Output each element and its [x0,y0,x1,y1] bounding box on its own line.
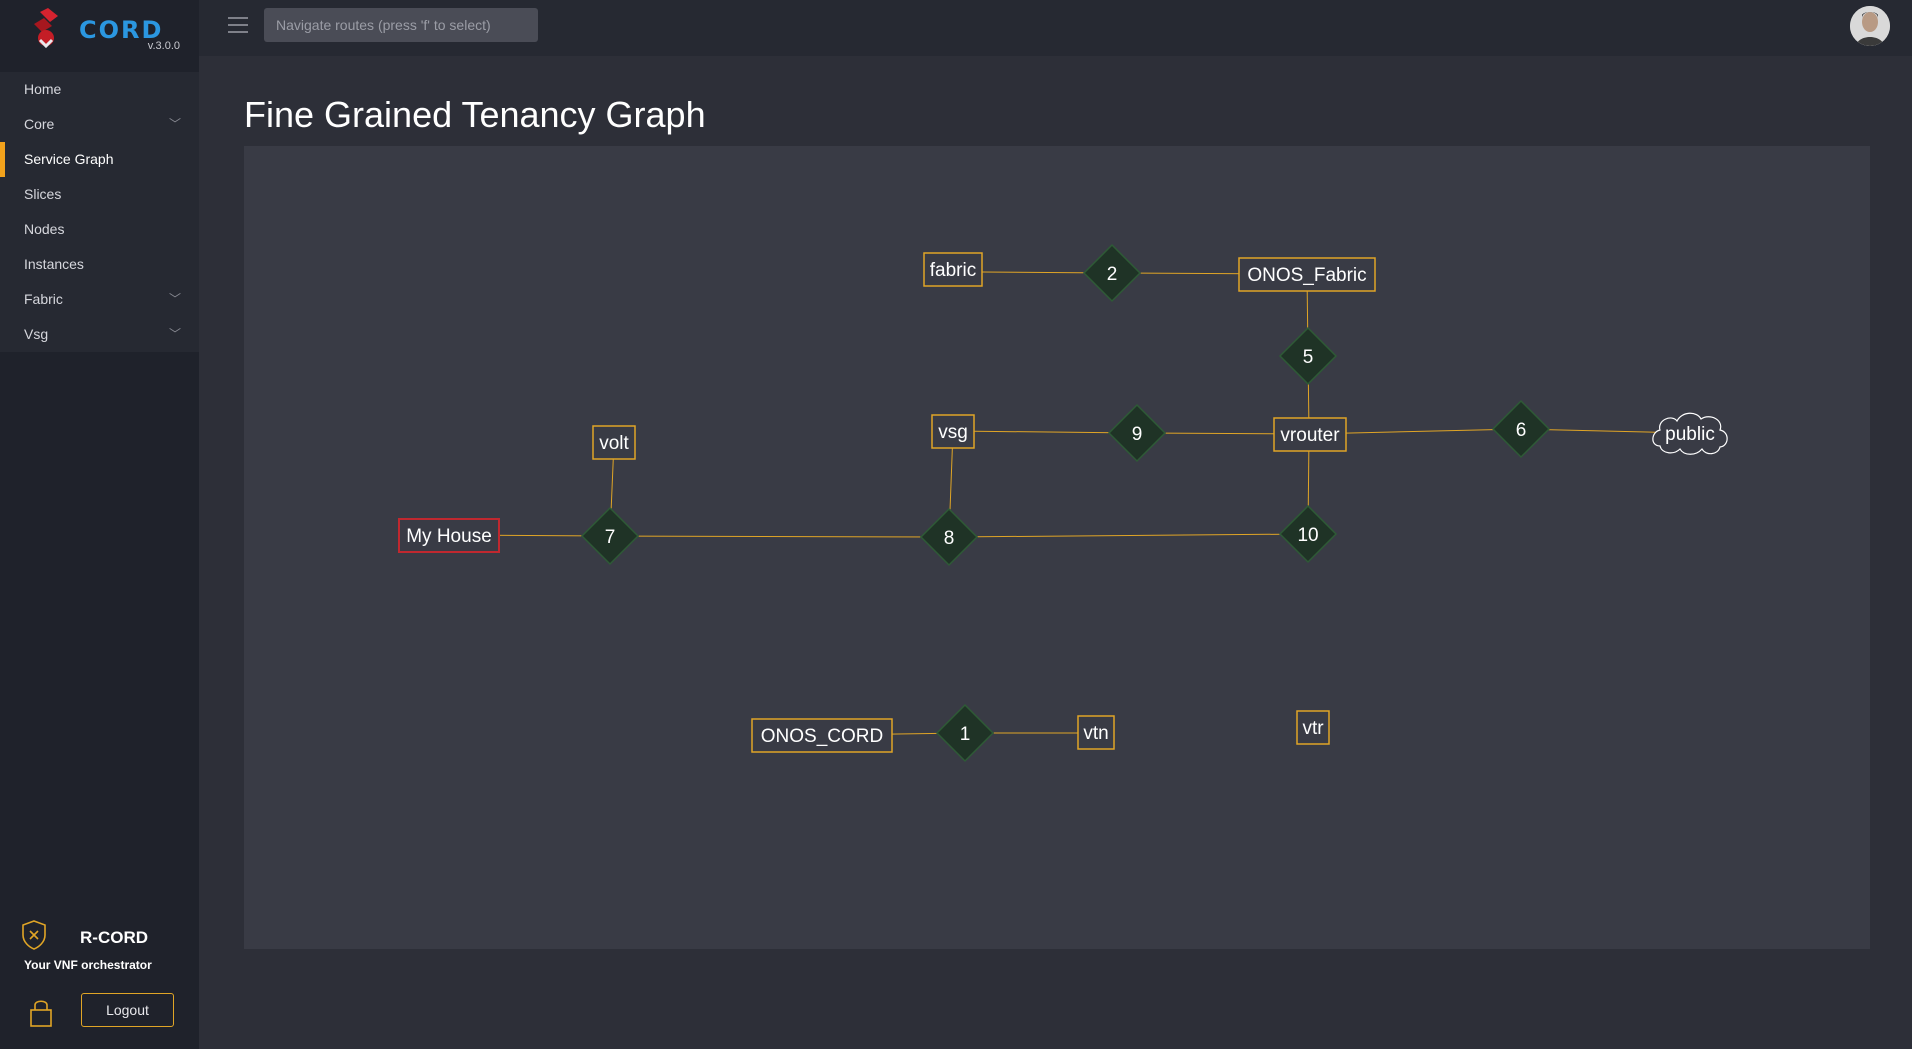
tenant-node[interactable]: 7 [580,506,640,566]
logo-text: CORD [79,16,164,44]
logout-button[interactable]: Logout [81,993,174,1027]
hamburger-menu-icon[interactable] [228,15,248,35]
service-node-label: vtr [1302,718,1324,739]
tenant-node[interactable]: 1 [935,703,995,763]
tenant-nodes: 2 5 9 6 7 8 10 [580,243,1551,763]
tenancy-graph-panel: 2 5 9 6 7 8 10 [244,146,1870,949]
sidebar-item-instances[interactable]: Instances [0,247,199,282]
graph-link [948,533,1309,538]
user-photo-icon [1850,6,1890,46]
tenant-node[interactable]: 6 [1491,399,1551,459]
cloud-icon [1652,412,1728,455]
service-node-label: fabric [930,260,976,281]
lock-icon [30,1000,52,1027]
chevron-down-icon: ﹀ [168,327,181,341]
tenant-node[interactable]: 8 [919,507,979,567]
service-node-cloud[interactable]: public [1652,412,1728,455]
sidebar-nav: Home Core ﹀ Service Graph Slices Nodes In… [0,72,199,352]
service-node-label: ONOS_CORD [761,726,883,747]
route-search-input[interactable] [264,8,538,42]
service-node-label: volt [599,433,629,454]
sidebar-item-label: Slices [24,186,62,202]
sidebar-item-home[interactable]: Home [0,72,199,107]
sidebar-item-core[interactable]: Core ﹀ [0,107,199,142]
tenant-node-label: 9 [1132,424,1143,445]
tenant-node[interactable]: 5 [1278,326,1338,386]
service-node-label: ONOS_Fabric [1247,265,1366,286]
service-node-label: My House [406,526,492,547]
tenant-node-label: 10 [1297,525,1318,546]
service-node-label: vrouter [1280,425,1340,446]
tenant-node[interactable]: 9 [1107,403,1167,463]
sidebar-item-label: Instances [24,256,84,272]
brand-name: R-CORD [80,928,148,947]
sidebar: CORD v.3.0.0 Home Core ﹀ Service Graph Sl… [0,0,199,1049]
sidebar-item-slices[interactable]: Slices [0,177,199,212]
app-version: v.3.0.0 [147,40,180,52]
tenant-node-label: 1 [960,724,971,745]
tenant-node[interactable]: 10 [1278,504,1338,564]
service-node[interactable]: ONOS_CORD [751,718,893,753]
service-nodes: fabric ONOS_Fabric volt vsg vrouter publ… [398,252,1728,753]
sidebar-item-fabric[interactable]: Fabric ﹀ [0,282,199,317]
cord-logo[interactable]: CORD v.3.0.0 [30,8,180,54]
sidebar-item-vsg[interactable]: Vsg ﹀ [0,317,199,352]
cord-logo-icon [34,8,58,48]
service-node-label: public [1665,424,1715,445]
service-node-label: vtn [1083,723,1108,744]
sidebar-item-label: Service Graph [24,151,114,167]
tenant-node[interactable]: 2 [1082,243,1142,303]
tenancy-graph[interactable]: 2 5 9 6 7 8 10 [244,146,1870,949]
sidebar-item-label: Core [24,116,55,132]
sidebar-item-label: Fabric [24,291,63,307]
tenant-node-label: 8 [944,528,955,549]
sidebar-item-nodes[interactable]: Nodes [0,212,199,247]
tenant-node-label: 7 [605,527,616,548]
service-node[interactable]: vtn [1077,715,1115,750]
sidebar-item-label: Vsg [24,326,49,342]
service-node[interactable]: fabric [923,252,983,287]
graph-links [448,271,1691,736]
sidebar-item-service-graph[interactable]: Service Graph [0,142,199,177]
user-avatar[interactable] [1850,6,1890,46]
tenant-node-label: 2 [1107,264,1118,285]
tenant-node-label: 6 [1516,420,1527,441]
service-node[interactable]: vtr [1296,710,1330,745]
graph-link [952,430,1138,434]
graph-link [609,535,950,538]
sidebar-item-label: Nodes [24,221,65,237]
chevron-down-icon: ﹀ [168,117,181,131]
chevron-down-icon: ﹀ [168,292,181,306]
service-node[interactable]: vrouter [1273,417,1347,452]
shield-icon [22,920,46,950]
service-node[interactable]: volt [592,425,636,460]
service-node[interactable]: vsg [931,414,975,449]
sidebar-item-label: Home [24,81,62,97]
brand-block: R-CORD Your VNF orchestrator Logout [22,920,192,1027]
tenant-node-label: 5 [1303,347,1314,368]
topbar [199,0,1912,56]
service-node-highlighted[interactable]: My House [398,518,500,553]
service-node-label: vsg [938,422,968,443]
brand-tagline: Your VNF orchestrator [24,958,152,972]
service-node[interactable]: ONOS_Fabric [1238,257,1376,292]
page-title: Fine Grained Tenancy Graph [244,94,706,135]
